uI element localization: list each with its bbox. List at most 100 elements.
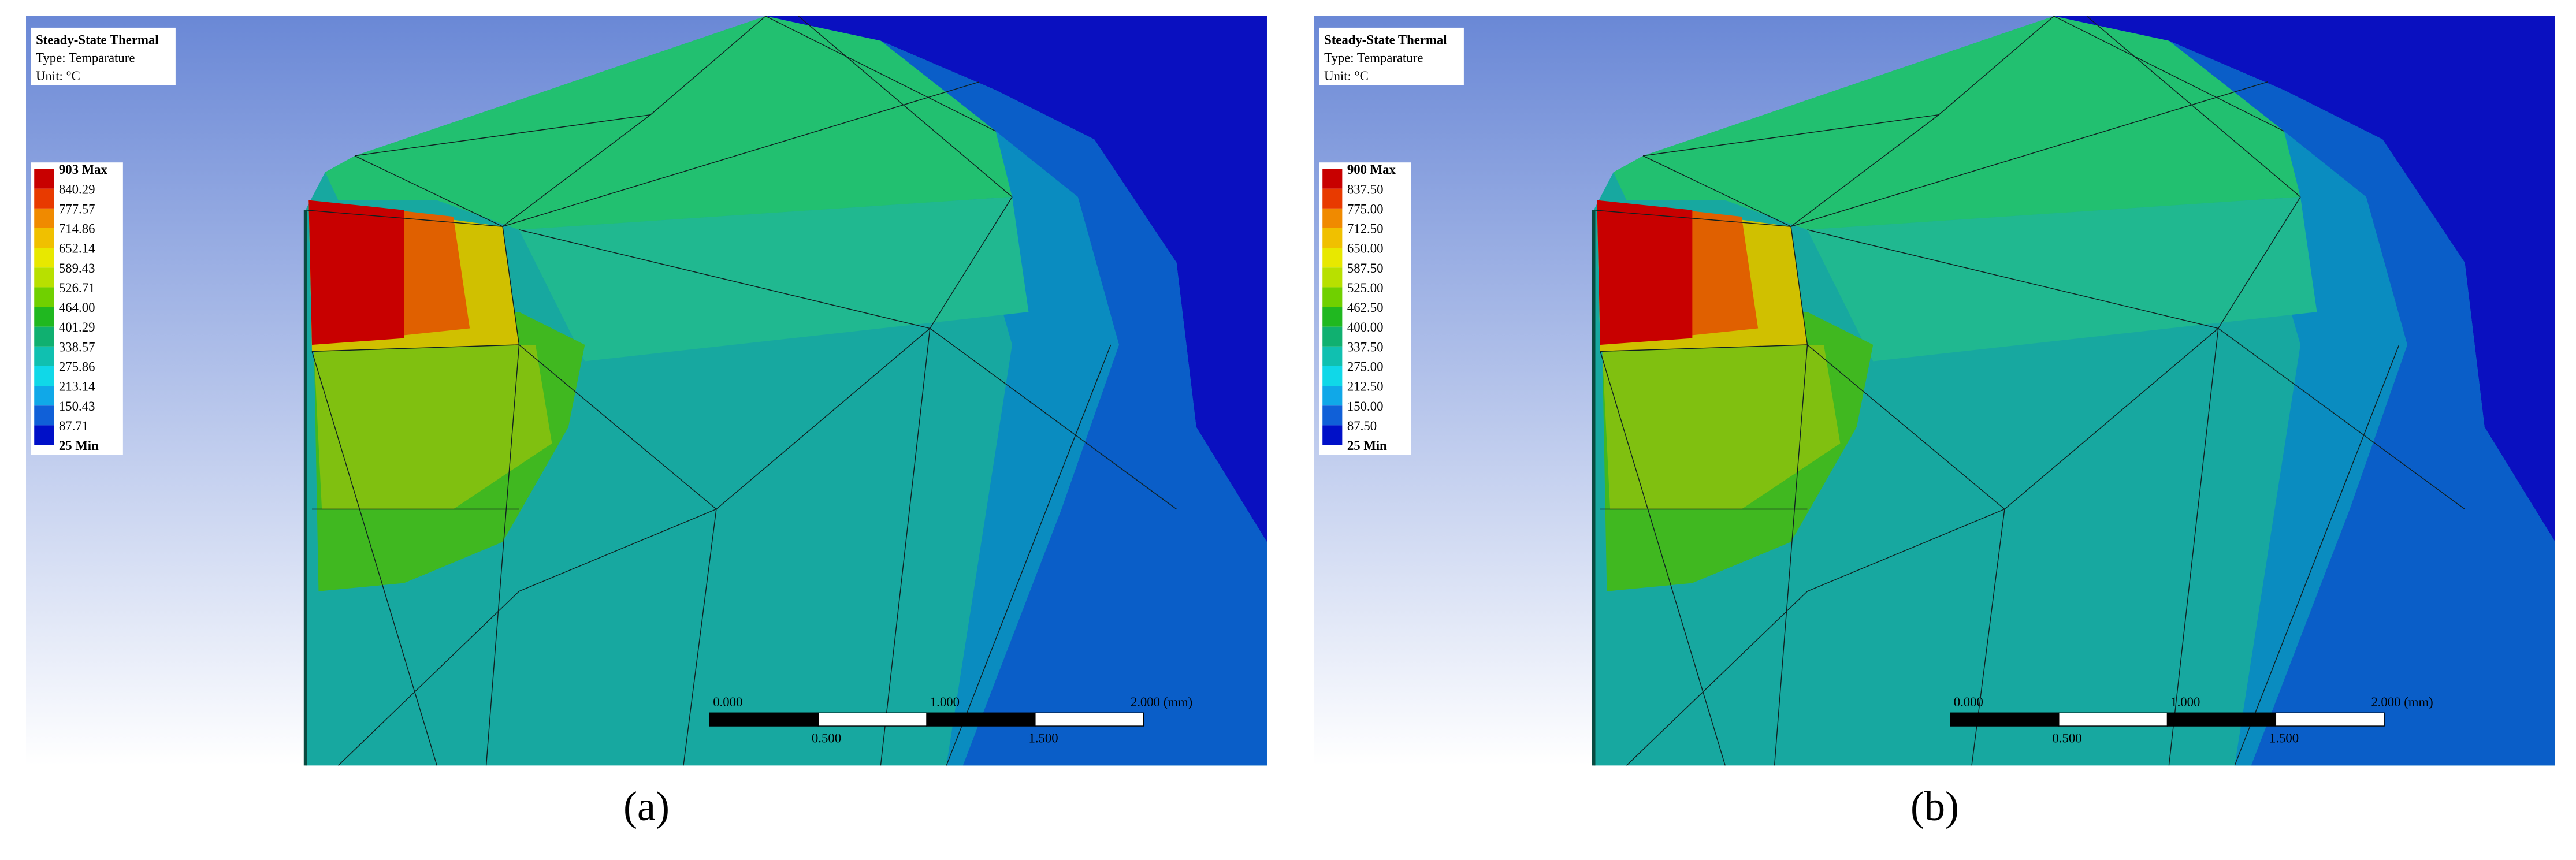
header-line: Unit: °C (1324, 69, 1369, 83)
legend-label: 589.43 (59, 261, 95, 276)
scale-label: 1.000 (930, 695, 960, 709)
caption: (a) (623, 783, 670, 829)
header-line: Type: Temparature (36, 51, 135, 65)
caption: (b) (1910, 783, 1959, 829)
scale-label: 2.000 (mm) (1131, 695, 1192, 709)
mesh-edge (1807, 229, 2218, 329)
legend-label: 903 Max (59, 162, 108, 177)
mesh-edge (2168, 328, 2219, 766)
legend-label: 462.50 (1347, 300, 1384, 315)
mesh-edge (1790, 81, 2268, 227)
mesh-edge (338, 591, 519, 766)
legend-label: 401.29 (59, 320, 95, 334)
legend-swatch (34, 386, 54, 406)
cold-region (765, 16, 1267, 542)
legend-label: 837.50 (1347, 182, 1384, 196)
legend-swatch (1322, 188, 1343, 209)
legend-label: 525.00 (1347, 281, 1384, 295)
mesh-edge (2004, 328, 2219, 510)
mesh-edge (354, 155, 503, 227)
legend-label: 275.00 (1347, 360, 1384, 374)
legend-swatch (34, 405, 54, 426)
mesh-edge (880, 328, 931, 766)
mesh-edge (502, 81, 980, 227)
blue-band (2169, 40, 2555, 766)
legend-label: 650.00 (1347, 241, 1384, 256)
mesh-edge (305, 210, 503, 227)
legend-label: 25 Min (1347, 438, 1387, 453)
legend-swatch (1322, 425, 1343, 445)
legend-swatch (1322, 169, 1343, 189)
hot-region (308, 200, 404, 345)
legend-swatch (1322, 386, 1343, 406)
yellow-green-region (313, 345, 552, 509)
mesh-edge (1938, 16, 2054, 116)
legend-swatch (34, 248, 54, 268)
scale-label: 1.000 (2170, 695, 2200, 709)
legend-swatch (1322, 228, 1343, 248)
legend-swatch (1322, 307, 1343, 327)
legend-label: 587.50 (1347, 261, 1384, 276)
mesh-edge (930, 196, 1013, 329)
blue-band-2 (946, 114, 1119, 766)
legend-label: 714.86 (59, 222, 95, 236)
scale-label: 0.500 (812, 731, 841, 745)
mesh-edge (716, 328, 931, 510)
mid-band (1807, 196, 2317, 362)
mesh-edge (1807, 344, 2005, 510)
mesh-edge (519, 508, 717, 592)
legend-swatch (1322, 208, 1343, 229)
legend-swatch (34, 346, 54, 366)
mesh-edge (798, 16, 1013, 198)
legend-swatch (1322, 346, 1343, 366)
mesh-edge (765, 16, 996, 132)
legend-swatch (34, 366, 54, 386)
legend-label: 526.71 (59, 281, 95, 295)
legend-label: 150.00 (1347, 399, 1384, 414)
mesh-edge (1600, 351, 1726, 766)
mesh-edge (312, 344, 519, 352)
panel: Steady-State Thermal Type: Temparature Uni… (26, 16, 1267, 766)
legend-label: 212.50 (1347, 379, 1384, 394)
mesh-edge (1642, 114, 1939, 157)
mesh-edge (2053, 16, 2284, 132)
legend-swatch (34, 267, 54, 288)
legend-swatch (34, 188, 54, 209)
header-title: Steady-State Thermal (36, 32, 159, 47)
mesh-edge (930, 327, 1177, 510)
scale-segment (709, 712, 819, 727)
mesh-edge (2234, 344, 2400, 766)
header-line: Unit: °C (36, 69, 80, 83)
blue-band (880, 40, 1267, 766)
blue-band-2 (2235, 114, 2407, 766)
legend-swatch (34, 169, 54, 189)
yellow-green-region (1601, 345, 1841, 509)
legend-label: 337.50 (1347, 340, 1384, 354)
legend-label: 840.29 (59, 182, 95, 196)
legend-swatch (1322, 326, 1343, 347)
mesh-edge (502, 114, 651, 227)
header-box (1319, 27, 1464, 85)
header-line: Type: Temparature (1324, 51, 1423, 65)
legend-swatch (34, 228, 54, 248)
scale-label: 2.000 (mm) (2371, 695, 2433, 709)
scale-segment (2166, 712, 2277, 727)
scale-segment (817, 712, 927, 727)
scale-segment (1035, 712, 1144, 727)
legend-label: 652.14 (59, 241, 95, 256)
legend-swatch (34, 208, 54, 229)
header-title: Steady-State Thermal (1324, 32, 1447, 47)
legend-label: 775.00 (1347, 202, 1384, 216)
cold-region (2054, 16, 2555, 542)
mesh-edge (519, 344, 717, 510)
legend-label: 464.00 (59, 300, 95, 315)
mid-band (519, 196, 1029, 362)
scale-segment (2275, 712, 2385, 727)
scale-segment (2058, 712, 2168, 727)
mesh-edge (2086, 16, 2301, 198)
panel: Steady-State Thermal Type: Temparature Uni… (1314, 16, 2555, 766)
legend-label: 400.00 (1347, 320, 1384, 334)
legend-swatch (1322, 248, 1343, 268)
legend-swatch (34, 307, 54, 327)
